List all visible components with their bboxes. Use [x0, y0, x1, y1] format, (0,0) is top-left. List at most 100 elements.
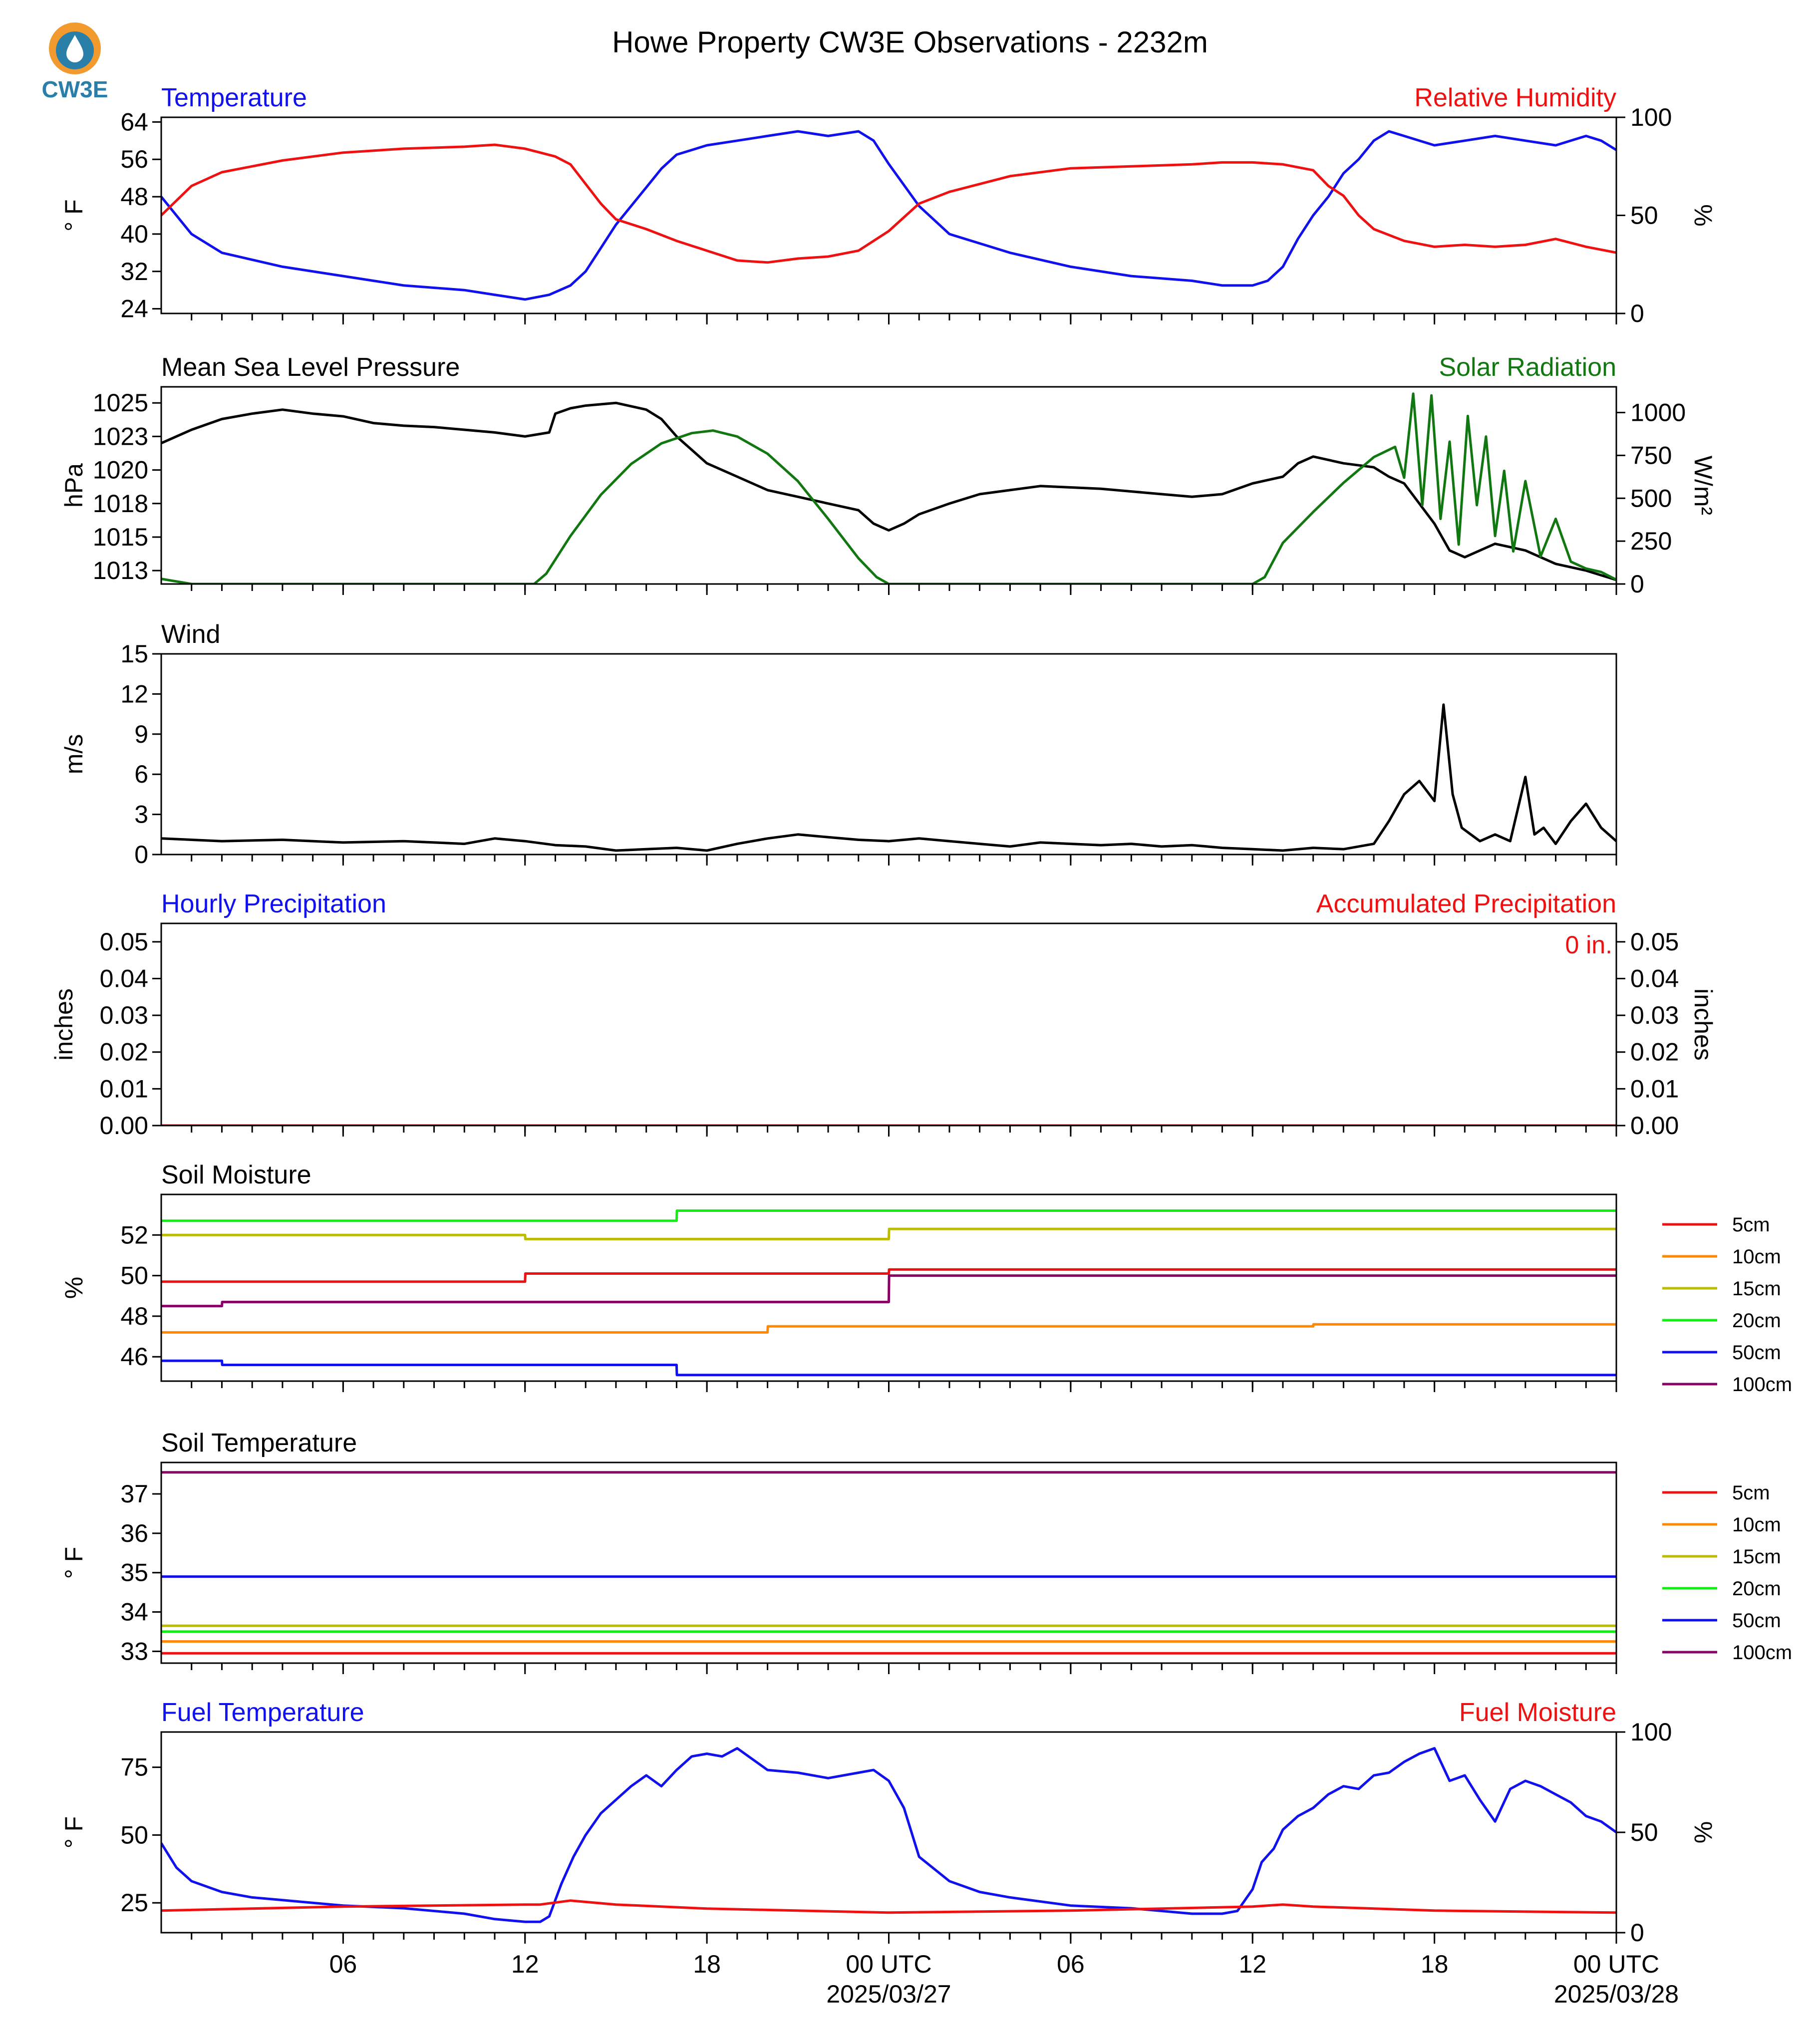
y-right-tick-label: 0 [1630, 1919, 1644, 1947]
y-right-axis-label: inches [1689, 988, 1717, 1061]
series-group [161, 1209, 1616, 1377]
y-tick-label: 24 [120, 295, 148, 323]
legend-label: 100cm [1732, 1374, 1792, 1396]
series-line-right [161, 392, 1616, 584]
figure-title: Howe Property CW3E Observations - 2232m [612, 25, 1208, 59]
legend-label: 15cm [1732, 1546, 1781, 1568]
y-right-tick-label: 500 [1630, 484, 1672, 512]
y-right-axis-label: % [1689, 1821, 1717, 1843]
cw3e-logo: CW3E [42, 22, 108, 102]
y-right-tick-label: 0.03 [1630, 1001, 1679, 1029]
y-tick-label: 37 [120, 1480, 148, 1508]
y-tick-label: 50 [120, 1821, 148, 1849]
panel-title-left: Temperature [161, 83, 307, 112]
panel-title-left: Soil Moisture [161, 1160, 311, 1189]
plot-frame [160, 386, 1617, 585]
panel-fuel: Fuel Temperature Fuel Moisture 25 50 75 0 50 10… [60, 1698, 1717, 2008]
y-tick-label: 25 [120, 1889, 148, 1917]
series-line-15cm [161, 1227, 1616, 1240]
y-right-tick-label: 0 [1630, 299, 1644, 327]
y-tick-label: 6 [134, 760, 148, 788]
x-tick-label: 18 [1421, 1950, 1449, 1978]
legend: 5cm 10cm 15cm 20cm 50cm 100cm [1662, 1482, 1792, 1664]
y-right-tick-label: 0.00 [1630, 1112, 1679, 1140]
y-tick-label: 0.04 [100, 964, 148, 992]
panel-title-left: Soil Temperature [161, 1429, 357, 1457]
y-tick-label: 1020 [93, 456, 148, 484]
x-tick-label: 06 [329, 1950, 357, 1978]
legend: 5cm 10cm 15cm 20cm 50cm 100cm [1662, 1214, 1792, 1396]
panel-soil-temperature: Soil Temperature 33 34 35 36 37 ° F 5cm 10cm 15cm… [60, 1429, 1792, 1674]
panel-title-right: Relative Humidity [1414, 83, 1616, 112]
y-tick-label: 1015 [93, 523, 148, 551]
series-line-10cm [161, 1323, 1616, 1334]
x-tick-date-label: 2025/03/27 [826, 1980, 951, 2008]
y-tick-label: 32 [120, 258, 148, 286]
x-tick-label: 12 [1238, 1950, 1266, 1978]
legend-label: 5cm [1732, 1482, 1770, 1504]
series-line-left [161, 401, 1616, 581]
legend-label: 10cm [1732, 1246, 1781, 1268]
legend-label: 15cm [1732, 1278, 1781, 1300]
y-tick-label: 64 [120, 108, 148, 136]
panel-soil-moisture: Soil Moisture 46 48 50 52% 5cm 10cm 15cm 20cm 50c… [60, 1160, 1792, 1396]
series-line-left [161, 130, 1616, 301]
series-group [161, 130, 1616, 301]
series-group [161, 703, 1616, 852]
accumulated-total-label: 0 in. [1565, 931, 1612, 959]
y-tick-label: 33 [120, 1637, 148, 1665]
x-tick-label: 00 UTC [846, 1950, 931, 1978]
y-tick-label: 34 [120, 1598, 148, 1626]
y-tick-label: 1018 [93, 490, 148, 518]
y-tick-label: 46 [120, 1343, 148, 1371]
y-right-tick-label: 750 [1630, 441, 1672, 469]
y-tick-label: 75 [120, 1753, 148, 1781]
panel-title-left: Mean Sea Level Pressure [161, 353, 460, 382]
y-axis-label: inches [50, 988, 78, 1061]
panel-title-right: Fuel Moisture [1459, 1698, 1616, 1727]
y-tick-label: 12 [120, 680, 148, 708]
y-right-tick-label: 100 [1630, 1718, 1672, 1746]
y-axis-label: % [60, 1277, 88, 1299]
legend-label: 50cm [1732, 1610, 1781, 1632]
y-tick-label: 1023 [93, 422, 148, 450]
series-group [161, 1471, 1616, 1655]
legend-label: 100cm [1732, 1642, 1792, 1664]
series-line-5cm [161, 1268, 1616, 1283]
y-tick-label: 48 [120, 1302, 148, 1330]
y-tick-label: 0.00 [100, 1112, 148, 1140]
y-right-tick-label: 100 [1630, 103, 1672, 131]
y-tick-label: 52 [120, 1221, 148, 1249]
y-tick-label: 0.02 [100, 1038, 148, 1066]
plot-frame [160, 653, 1617, 856]
panel-title-left: Wind [161, 620, 220, 649]
y-tick-label: 50 [120, 1262, 148, 1290]
panel-mslp-solar: Mean Sea Level Pressure Solar Radiation 10… [60, 353, 1717, 598]
panel-wind: Wind 0 3 6 9 12 15 m/s [60, 620, 1617, 869]
series-group [161, 1747, 1616, 1923]
y-tick-label: 36 [120, 1519, 148, 1547]
series-line-left [161, 1747, 1616, 1923]
y-tick-label: 56 [120, 145, 148, 173]
y-tick-label: 1025 [93, 389, 148, 417]
plot-frame [160, 1461, 1617, 1664]
legend-label: 20cm [1732, 1310, 1781, 1332]
legend-label: 20cm [1732, 1578, 1781, 1600]
legend-label: 50cm [1732, 1342, 1781, 1364]
y-axis-label: ° F [60, 1816, 88, 1848]
series-line-50cm [161, 1359, 1616, 1377]
y-right-tick-label: 0 [1630, 570, 1644, 598]
series-group [161, 392, 1616, 584]
plot-frame [160, 1731, 1617, 1934]
y-right-tick-label: 0.01 [1630, 1075, 1679, 1103]
x-tick-label: 00 UTC [1573, 1950, 1659, 1978]
y-tick-label: 0.01 [100, 1075, 148, 1103]
y-right-tick-label: 0.05 [1630, 928, 1679, 956]
logo-drop-icon [66, 35, 83, 62]
series-line-100cm [161, 1274, 1616, 1308]
y-tick-label: 0.03 [100, 1001, 148, 1029]
x-tick-label: 18 [693, 1950, 721, 1978]
panels: Temperature Relative Humidity243240485664… [50, 83, 1792, 2008]
y-tick-label: 48 [120, 183, 148, 211]
